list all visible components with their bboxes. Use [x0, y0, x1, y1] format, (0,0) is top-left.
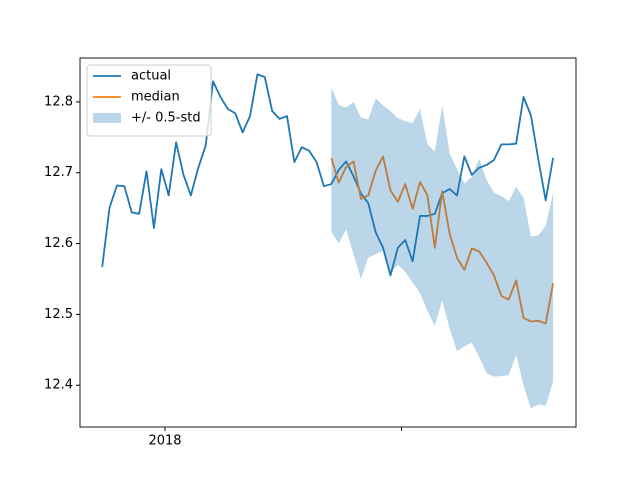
y-tick-label: 12.6 — [44, 236, 73, 251]
legend-label: actual — [131, 69, 171, 84]
y-tick-label: 12.8 — [44, 94, 73, 109]
plot-frame — [79, 57, 577, 428]
legend-label: +/- 0.5-std — [131, 111, 201, 126]
legend-box — [86, 64, 212, 137]
series-line — [101, 73, 554, 277]
y-tick-label: 12.4 — [44, 378, 73, 393]
std-band — [331, 87, 554, 409]
legend-swatch — [93, 113, 121, 123]
series-line — [330, 155, 554, 325]
x-tick-label: 2018 — [148, 434, 181, 449]
y-tick-label: 12.7 — [44, 165, 73, 180]
y-tick-label: 12.5 — [44, 307, 73, 322]
legend-label: median — [131, 90, 180, 105]
